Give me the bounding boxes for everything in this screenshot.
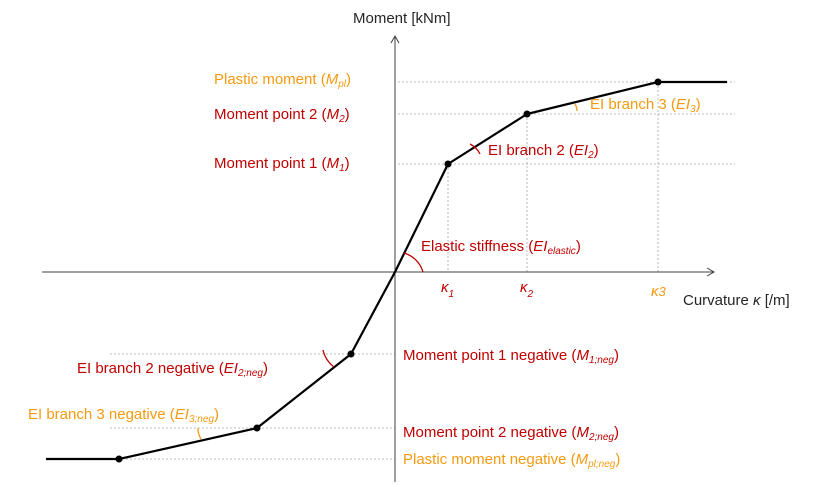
- point-m2: [523, 110, 531, 118]
- ei-branch-2-negative-label: EI branch 2 negative (EI2;neg): [77, 360, 268, 379]
- kappa-3-tick: κ3: [651, 283, 667, 300]
- point-m1: [444, 160, 452, 168]
- elastic-stiffness-arc: [403, 252, 424, 273]
- ei-branch-2-arc: [469, 143, 481, 155]
- point-mpl: [654, 78, 662, 86]
- ei-branch-3-negative-arc: [197, 427, 202, 440]
- plastic-moment-negative-label: Plastic moment negative (Mpl;neg): [403, 451, 620, 470]
- key-points: [115, 78, 662, 463]
- kappa-2-tick: κ2: [520, 279, 534, 300]
- axes: [42, 34, 716, 482]
- ei-branch-3-label: EI branch 3 (EI3): [590, 96, 701, 115]
- x-axis-arrow: [706, 267, 716, 277]
- y-axis-arrow: [390, 34, 400, 44]
- point-mpl-neg: [115, 455, 123, 463]
- stiffness-arcs: [197, 103, 578, 440]
- ei-branch-3-negative-label: EI branch 3 negative (EI3;neg): [28, 406, 219, 425]
- moment-curvature-curve: [46, 80, 727, 461]
- ei-branch-2-negative-arc: [322, 349, 335, 368]
- kappa-1-tick: κ1: [441, 279, 454, 300]
- moment-point-2-label: Moment point 2 (M2): [214, 106, 350, 125]
- elastic-stiffness-label: Elastic stiffness (EIelastic): [421, 238, 581, 257]
- x-axis-title: Curvature κ [/m]: [683, 292, 790, 309]
- point-m1-neg: [347, 350, 355, 358]
- moment-point-1-negative-label: Moment point 1 negative (M1;neg): [403, 347, 619, 366]
- moment-point-1-label: Moment point 1 (M1): [214, 155, 350, 174]
- moment-point-2-negative-label: Moment point 2 negative (M2;neg): [403, 424, 619, 443]
- plastic-moment-label: Plastic moment (Mpl): [214, 71, 351, 90]
- ei-branch-2-label: EI branch 2 (EI2): [488, 142, 599, 161]
- point-m2-neg: [253, 424, 261, 432]
- y-axis-title: Moment [kNm]: [353, 10, 451, 27]
- ei-branch-3-arc: [574, 103, 578, 112]
